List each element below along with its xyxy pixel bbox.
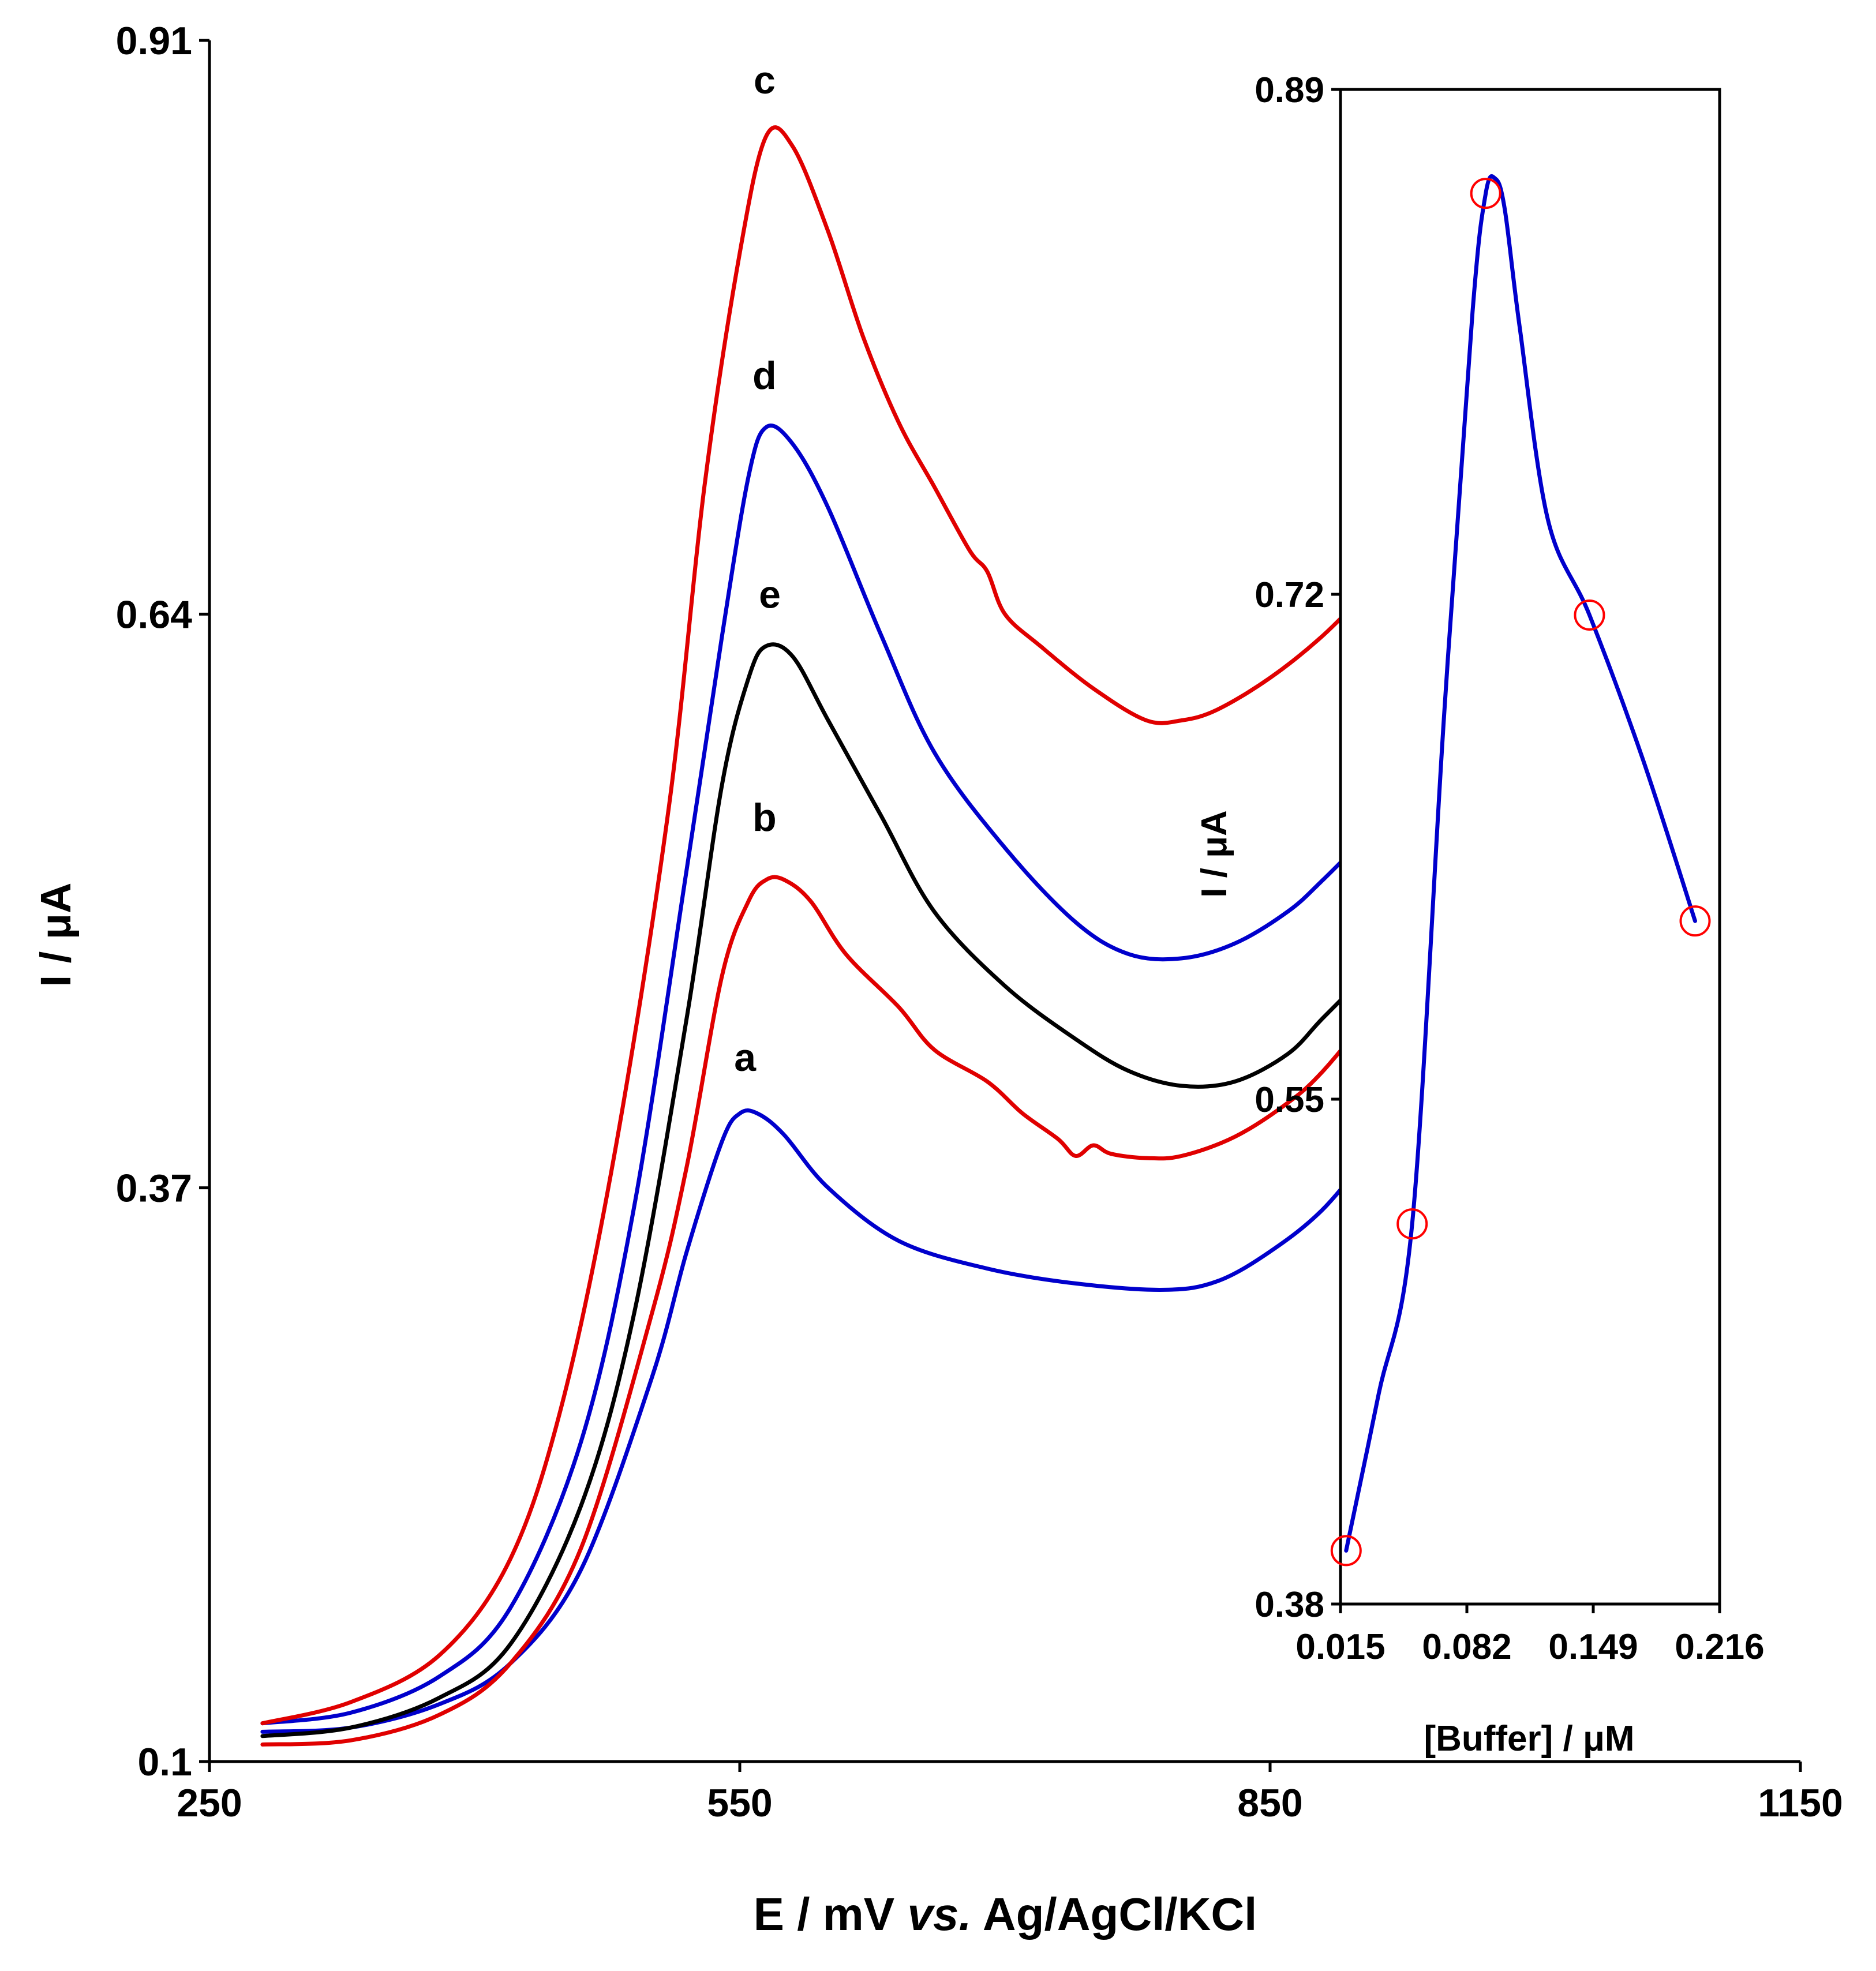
main-y-tick-label: 0.37 <box>116 1167 192 1211</box>
inset-y-tick-label: 0.55 <box>1255 1080 1324 1120</box>
series-b-line <box>260 875 1379 1747</box>
inset-y-tick-label: 0.89 <box>1255 70 1324 110</box>
curve-label-c: c <box>754 58 776 102</box>
main-x-axis-label-italic: vs. <box>907 1888 971 1940</box>
inset-plot: 0.015 0.082 0.149 0.216 0.38 0.55 0.72 0.89 I … <box>1195 70 1765 1759</box>
main-x-tick-label: 1150 <box>1758 1781 1843 1825</box>
main-series-group <box>260 125 1379 1747</box>
series-e-line <box>260 642 1379 1738</box>
main-x-axis-label-main: E / mV <box>754 1888 908 1940</box>
main-y-tick-label: 0.1 <box>137 1740 192 1784</box>
main-x-axis-label: E / mV vs. Ag/AgCl/KCl <box>754 1888 1257 1940</box>
main-curve-labels: c d e b a <box>734 58 781 1080</box>
inset-curve <box>1344 174 1697 1553</box>
main-x-tick-label: 550 <box>707 1781 772 1825</box>
inset-x-tick-label: 0.082 <box>1422 1627 1511 1667</box>
inset-x-tick-label: 0.216 <box>1675 1627 1764 1667</box>
main-y-axis-label: I / μA <box>32 883 80 987</box>
inset-x-tick-label: 0.015 <box>1295 1627 1385 1667</box>
main-y-tick-label: 0.91 <box>116 19 192 63</box>
inset-data-point <box>1330 1535 1362 1567</box>
inset-y-ticks: 0.38 0.55 0.72 0.89 <box>1255 70 1340 1625</box>
curve-label-e: e <box>759 572 781 616</box>
main-axes <box>208 40 1800 1763</box>
inset-data-point <box>1574 599 1605 631</box>
main-x-tick-label: 850 <box>1237 1781 1302 1825</box>
inset-data-point <box>1679 905 1711 937</box>
inset-frame <box>1339 88 1721 1606</box>
inset-y-tick-label: 0.72 <box>1255 575 1324 615</box>
curve-label-b: b <box>752 796 777 840</box>
inset-data-point <box>1396 1208 1428 1240</box>
curve-label-d: d <box>752 354 777 398</box>
series-d-line <box>260 424 1379 1726</box>
inset-data-point <box>1470 178 1501 209</box>
inset-y-tick-label: 0.38 <box>1255 1585 1324 1625</box>
main-x-axis-label-tail: Ag/AgCl/KCl <box>972 1888 1257 1940</box>
series-c-line <box>260 125 1379 1726</box>
main-y-tick-label: 0.64 <box>116 593 193 636</box>
main-plot: c d e b a 250 550 850 1150 0.1 0.37 0.64 0.91 I / … <box>32 19 1843 1940</box>
inset-curve-group <box>1344 174 1697 1553</box>
curve-label-a: a <box>734 1036 757 1080</box>
inset-x-tick-label: 0.149 <box>1548 1627 1638 1667</box>
main-x-ticks: 250 550 850 1150 <box>177 1762 1843 1825</box>
main-x-tick-label: 250 <box>177 1781 242 1825</box>
inset-x-ticks: 0.015 0.082 0.149 0.216 <box>1295 1604 1765 1667</box>
main-y-ticks: 0.1 0.37 0.64 0.91 <box>116 19 209 1784</box>
inset-x-axis-label: [Buffer] / μM <box>1424 1719 1634 1759</box>
inset-y-axis-label: I / μA <box>1195 810 1234 898</box>
inset-markers <box>1330 178 1711 1567</box>
